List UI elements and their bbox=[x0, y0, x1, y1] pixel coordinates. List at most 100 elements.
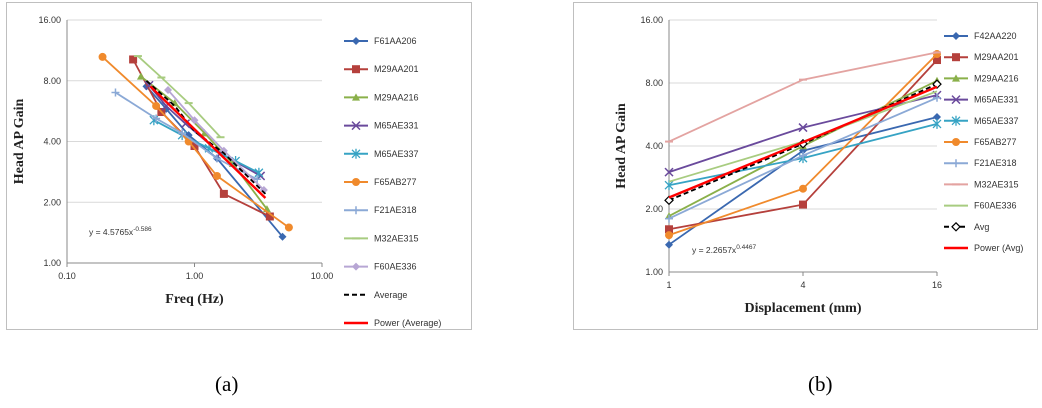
series-F60AE336 bbox=[164, 85, 268, 195]
series-F65AB277 bbox=[665, 50, 941, 240]
x-axis-title: Freq (Hz) bbox=[165, 292, 224, 307]
data-point bbox=[665, 214, 673, 223]
legend-entry: Average bbox=[344, 290, 407, 300]
data-point bbox=[219, 189, 228, 198]
trendline-exponent: 0.4467 bbox=[736, 244, 756, 251]
data-point bbox=[200, 129, 209, 137]
data-point bbox=[664, 195, 674, 206]
legend-label: M65AE337 bbox=[374, 149, 419, 159]
data-point bbox=[933, 113, 941, 122]
chart-panel-b: 1.00 2.00 4.00 8.00 16.00 1 4 16 Displacement (m… bbox=[573, 2, 1038, 330]
data-point bbox=[152, 114, 161, 123]
legend-marker bbox=[952, 74, 960, 82]
legend-entry: M32AE315 bbox=[944, 179, 1019, 189]
chart-panel-a: 1.00 2.00 4.00 8.00 16.00 0.10 1.00 10.00 Freq (… bbox=[6, 2, 472, 330]
y-tick-label: 16.00 bbox=[640, 15, 663, 25]
y-tick-label: 4.00 bbox=[645, 141, 663, 151]
legend-entry: F65AB277 bbox=[344, 177, 417, 187]
series-F21AE318 bbox=[665, 93, 941, 223]
data-point bbox=[190, 116, 199, 125]
data-point bbox=[253, 175, 262, 184]
data-point bbox=[664, 180, 674, 191]
caption-a: (a) bbox=[215, 372, 239, 396]
series-F61AA206 bbox=[142, 82, 287, 241]
series-M32AE315 bbox=[133, 55, 225, 139]
legend-label: F21AE318 bbox=[374, 205, 417, 215]
data-point bbox=[664, 167, 674, 177]
legend-entry: M29AA201 bbox=[944, 52, 1019, 62]
legend-entry: Power (Avg) bbox=[944, 243, 1023, 253]
data-point bbox=[799, 151, 807, 160]
legend-marker bbox=[952, 53, 960, 62]
x-tick-label: 10.00 bbox=[311, 271, 334, 281]
data-point bbox=[932, 79, 942, 89]
y-axis-title: Head AP Gain bbox=[12, 99, 27, 185]
legend-entry: M29AA201 bbox=[344, 64, 419, 74]
legend-entry: F60AE336 bbox=[944, 201, 1017, 211]
y-tick-label: 1.00 bbox=[645, 267, 663, 277]
data-point bbox=[111, 88, 120, 97]
legend-label: M29AA201 bbox=[974, 52, 1019, 62]
data-point bbox=[933, 93, 941, 102]
data-point bbox=[259, 186, 268, 195]
legend-label: M65AE331 bbox=[374, 121, 419, 131]
data-point bbox=[136, 72, 145, 80]
legend-marker bbox=[352, 206, 360, 215]
y-tick-label: 2.00 bbox=[43, 197, 61, 207]
legend-entry: Power (Average) bbox=[344, 318, 441, 328]
data-point bbox=[799, 200, 807, 209]
chart-b-svg: 1.00 2.00 4.00 8.00 16.00 1 4 16 Displacement (m… bbox=[614, 15, 1023, 316]
y-tick-label: 8.00 bbox=[43, 76, 61, 86]
x-tick-label: 4 bbox=[800, 280, 805, 290]
legend-label: M65AE337 bbox=[974, 116, 1019, 126]
legend-entry: M29AA216 bbox=[944, 73, 1019, 83]
series-line bbox=[668, 85, 938, 199]
legend-entry: Avg bbox=[944, 222, 989, 232]
x-tick-label: 1 bbox=[666, 280, 671, 290]
legend-entry: F65AB277 bbox=[944, 137, 1017, 147]
legend-marker bbox=[352, 65, 360, 74]
legend-marker bbox=[351, 121, 361, 131]
legend-entry: F42AA220 bbox=[944, 31, 1017, 41]
data-point bbox=[254, 167, 264, 178]
legend-marker bbox=[951, 221, 961, 232]
series-line bbox=[149, 85, 267, 199]
legend-entry: M65AE331 bbox=[944, 95, 1019, 105]
series-Average bbox=[145, 80, 267, 195]
legend-label: F60AE336 bbox=[374, 262, 417, 272]
legend-marker bbox=[352, 93, 360, 101]
legend-marker bbox=[951, 95, 961, 105]
data-point bbox=[98, 52, 107, 61]
legend-entry: M65AE331 bbox=[344, 121, 419, 131]
data-point bbox=[180, 119, 191, 129]
legend-entry: M29AA216 bbox=[344, 92, 419, 102]
series-Power (Average) bbox=[149, 85, 267, 199]
series-M32AE315 bbox=[665, 51, 941, 143]
caption-b: (b) bbox=[808, 372, 833, 396]
legend-marker bbox=[352, 178, 360, 186]
legend-marker bbox=[351, 148, 361, 159]
trendline-exponent: -0.586 bbox=[133, 226, 152, 233]
data-point bbox=[665, 225, 673, 234]
legend-label: Average bbox=[374, 290, 407, 300]
y-axis-title: Head AP Gain bbox=[614, 103, 629, 189]
x-axis-title: Displacement (mm) bbox=[744, 301, 861, 316]
legend-label: M29AA216 bbox=[374, 92, 419, 102]
legend-label: F65AB277 bbox=[974, 137, 1017, 147]
data-point bbox=[665, 240, 673, 249]
x-tick-label: 1.00 bbox=[186, 271, 204, 281]
x-tick-label: 0.10 bbox=[58, 271, 76, 281]
data-point bbox=[278, 232, 287, 241]
legend-entry: F21AE318 bbox=[344, 205, 417, 215]
legend-label: F60AE336 bbox=[974, 201, 1017, 211]
x-tick-label: 16 bbox=[932, 280, 942, 290]
legend-entry: M32AE315 bbox=[344, 233, 419, 243]
y-tick-label: 4.00 bbox=[43, 137, 61, 147]
legend-entry: F60AE336 bbox=[344, 262, 417, 272]
legend-marker bbox=[952, 138, 960, 146]
data-point bbox=[152, 101, 161, 110]
series-line bbox=[137, 55, 222, 138]
data-point bbox=[799, 184, 807, 193]
data-point bbox=[190, 141, 199, 150]
data-point bbox=[932, 118, 942, 129]
